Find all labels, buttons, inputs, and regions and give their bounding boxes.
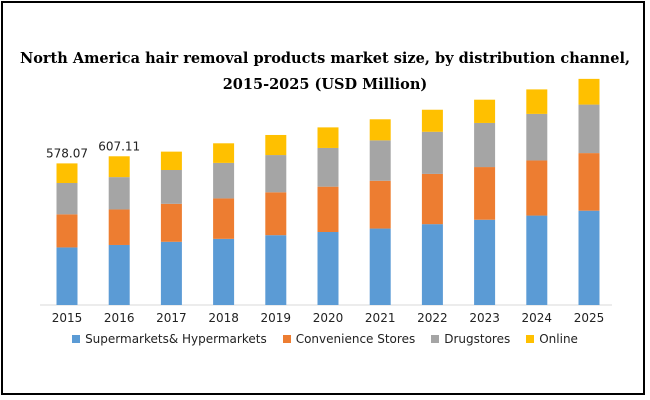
x-tick-label-2015: 2015: [52, 311, 83, 325]
bar-2022-series-3: [421, 109, 443, 132]
bar-2018-series-2: [213, 162, 235, 199]
x-tick-label-2019: 2019: [261, 311, 292, 325]
bar-2019-series-0: [265, 235, 287, 306]
bar-2019-series-3: [265, 134, 287, 156]
bars-group: [56, 78, 600, 306]
bar-2016-series-2: [108, 177, 130, 210]
x-tick-label-2021: 2021: [365, 311, 396, 325]
x-tick-label-2025: 2025: [574, 311, 605, 325]
bar-2017-series-0: [160, 241, 182, 305]
bar-2023-series-2: [474, 122, 496, 168]
legend-item-0: Supermarkets& Hypermarkets: [72, 332, 267, 346]
bar-2016-series-0: [108, 244, 130, 305]
bar-2017-series-3: [160, 151, 182, 171]
bar-2021-series-3: [369, 119, 391, 141]
legend-item-3: Online: [526, 332, 578, 346]
legend-swatch-0: [72, 335, 81, 343]
bar-2022-series-2: [421, 131, 443, 174]
bar-2021-series-1: [369, 180, 391, 229]
legend-label-3: Online: [539, 332, 578, 346]
bar-2016-series-1: [108, 209, 130, 245]
chart-title: North America hair removal products mark…: [0, 46, 650, 98]
bar-2023-series-1: [474, 167, 496, 220]
bar-2023-series-3: [474, 99, 496, 123]
bar-2025-series-3: [578, 78, 600, 105]
bar-2018-series-1: [213, 198, 235, 239]
legend-item-1: Convenience Stores: [282, 332, 416, 346]
bar-2024-series-3: [526, 89, 548, 114]
x-tick-label-2017: 2017: [156, 311, 187, 325]
x-tick-labels: 2015 2016 2017 2018 2019 2020 2021 2022 2023 2024…: [52, 311, 605, 325]
bar-2024-series-1: [526, 160, 548, 216]
bar-2017-series-2: [160, 170, 182, 204]
bar-2015-series-1: [56, 214, 78, 248]
data-label-2016: 607.11: [98, 139, 140, 153]
bar-2018-series-3: [213, 143, 235, 163]
bar-2019-series-1: [265, 192, 287, 236]
x-tick-label-2024: 2024: [522, 311, 553, 325]
bar-2020-series-3: [317, 127, 339, 148]
bar-2020-series-0: [317, 231, 339, 305]
legend-swatch-2: [431, 335, 440, 343]
bar-2022-series-0: [421, 224, 443, 305]
data-labels: 578.07 607.11: [46, 139, 140, 160]
x-tick-label-2016: 2016: [104, 311, 135, 325]
legend-label-1: Convenience Stores: [295, 332, 416, 346]
bar-2020-series-1: [317, 186, 339, 232]
bar-2015-series-0: [56, 247, 78, 305]
bar-2017-series-1: [160, 203, 182, 242]
bar-2025-series-1: [578, 153, 600, 211]
chart-title-line-1: North America hair removal products mark…: [19, 50, 631, 67]
x-tick-label-2018: 2018: [208, 311, 239, 325]
bar-2016-series-3: [108, 156, 130, 178]
legend-swatch-3: [526, 335, 535, 343]
legend-item-2: Drugstores: [431, 332, 510, 346]
legend-label-0: Supermarkets& Hypermarkets: [85, 332, 267, 346]
x-tick-label-2022: 2022: [417, 311, 448, 325]
bar-2022-series-1: [421, 173, 443, 225]
legend-label-2: Drugstores: [444, 332, 511, 346]
bar-2020-series-2: [317, 147, 339, 187]
bar-2024-series-0: [526, 215, 548, 305]
bar-2015-series-2: [56, 182, 78, 215]
data-label-2015: 578.07: [46, 146, 88, 160]
bar-2025-series-2: [578, 104, 600, 154]
bar-2015-series-3: [56, 163, 78, 183]
bar-2019-series-2: [265, 155, 287, 193]
bar-2018-series-0: [213, 238, 235, 305]
legend: Supermarkets& Hypermarkets Convenience St…: [0, 332, 650, 346]
bar-2024-series-2: [526, 113, 548, 161]
x-tick-label-2023: 2023: [469, 311, 500, 325]
bar-2021-series-2: [369, 140, 391, 181]
bar-2023-series-0: [474, 219, 496, 305]
legend-swatch-1: [282, 335, 291, 343]
chart-title-line-2: 2015-2025 (USD Million): [222, 76, 428, 93]
x-tick-label-2020: 2020: [313, 311, 344, 325]
bar-2021-series-0: [369, 228, 391, 305]
bar-2025-series-0: [578, 210, 600, 306]
